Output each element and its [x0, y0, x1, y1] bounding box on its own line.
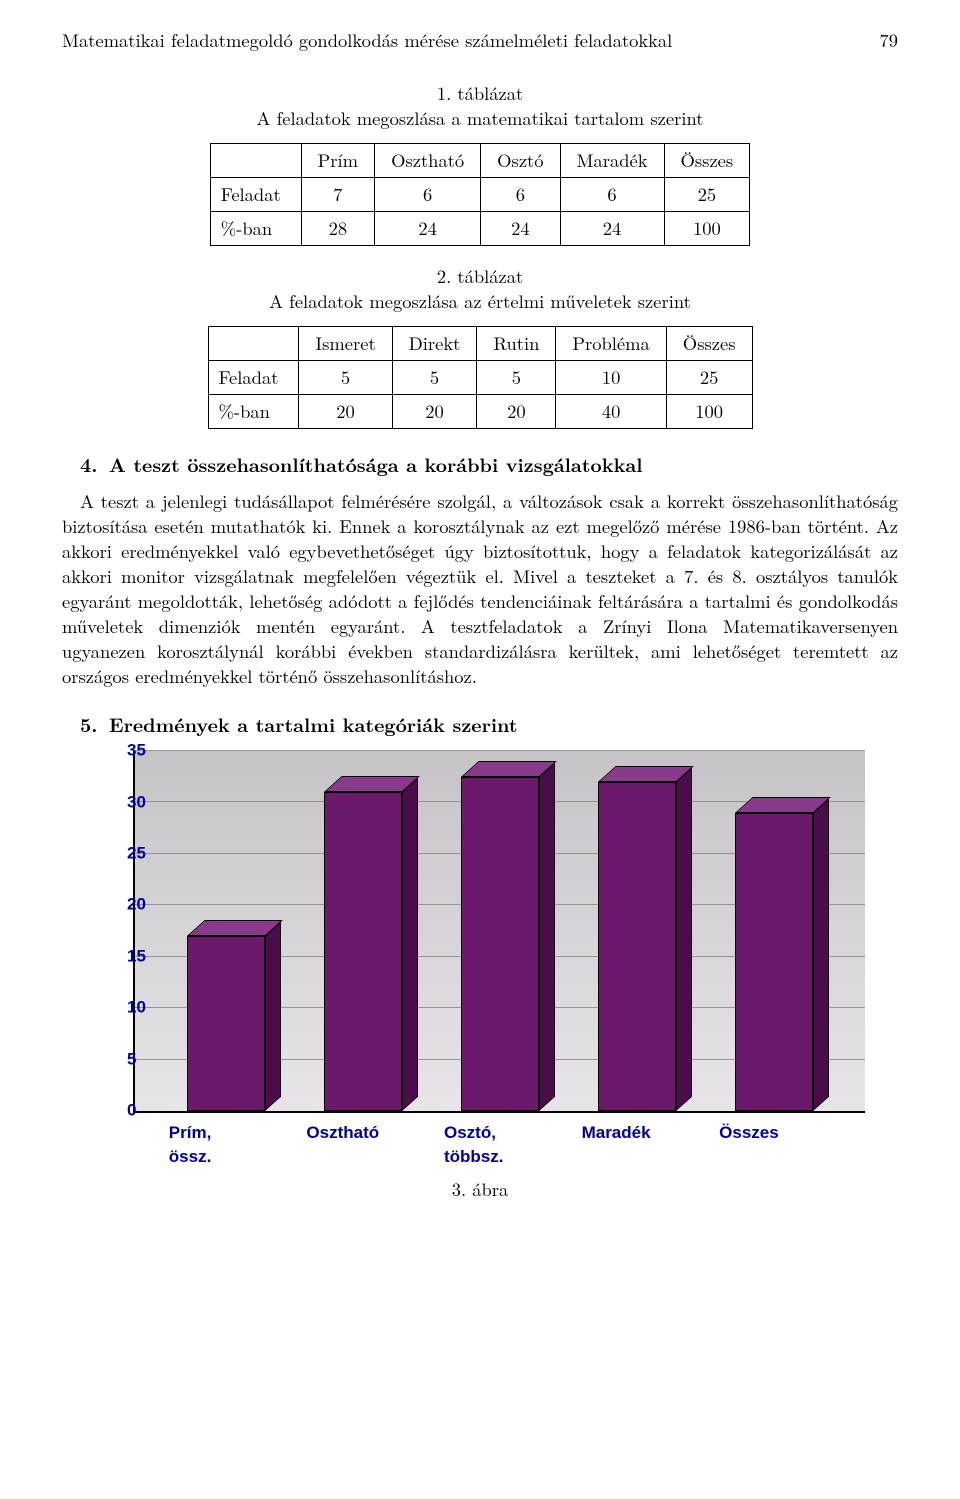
table-blank-header	[210, 143, 301, 177]
table-blank-header	[208, 326, 299, 360]
chart-bar-side	[676, 767, 692, 1111]
table-cell: 7	[301, 177, 374, 211]
chart-bar-front	[735, 813, 813, 1111]
table1: PrímOszthatóOsztóMaradékÖsszesFeladat766…	[210, 143, 750, 246]
figure-caption: 3. ábra	[95, 1177, 865, 1202]
table2-caption-num: 2. táblázat	[437, 263, 523, 289]
table-cell: 25	[666, 360, 752, 394]
chart-xlabel: Maradék	[582, 1121, 692, 1169]
chart-plot-area: 05101520253035	[133, 751, 865, 1113]
table-column-header: Prím	[301, 143, 374, 177]
chart-bar-front	[461, 777, 539, 1111]
chart-bar	[324, 792, 402, 1111]
table1-caption-text: A feladatok megoszlása a matematikai tar…	[257, 105, 704, 131]
table-cell: 24	[375, 211, 481, 245]
table-cell: 6	[481, 177, 560, 211]
table-column-header: Ismeret	[299, 326, 392, 360]
table-column-header: Direkt	[392, 326, 477, 360]
results-chart: 05101520253035 Prím, össz. Osztható Osztó,…	[95, 751, 865, 1202]
table-column-header: Rutin	[477, 326, 556, 360]
chart-bars	[135, 751, 865, 1111]
table-cell: 100	[666, 394, 752, 428]
table1-caption: 1. táblázat A feladatok megoszlása a mat…	[62, 81, 898, 131]
table2: IsmeretDirektRutinProblémaÖsszesFeladat5…	[208, 326, 753, 429]
chart-xlabels: Prím, össz. Osztható Osztó, többsz. Maradék…	[133, 1113, 865, 1169]
chart-bar-front	[598, 782, 676, 1111]
table-column-header: Összes	[664, 143, 750, 177]
chart-bar-side	[265, 922, 281, 1111]
chart-bar-front	[187, 936, 265, 1111]
table-cell: 10	[556, 360, 666, 394]
table-row-label: %-ban	[208, 394, 299, 428]
chart-xlabel: Prím, össz.	[169, 1121, 279, 1169]
section4-title: A teszt összehasonlíthatósága a korábbi …	[109, 450, 643, 478]
table-cell: 40	[556, 394, 666, 428]
chart-xlabel: Összes	[719, 1121, 829, 1169]
section4-paragraph: A teszt a jelenlegi tudásállapot felméré…	[62, 489, 898, 689]
table-cell: 6	[375, 177, 481, 211]
chart-bar	[187, 936, 265, 1111]
section5-title: Eredmények a tartalmi kategóriák szerint	[109, 710, 518, 738]
chart-bar	[461, 777, 539, 1111]
running-title: Matematikai feladatmegoldó gondolkodás m…	[62, 28, 672, 53]
table1-caption-num: 1. táblázat	[437, 80, 523, 106]
chart-xlabel: Osztó, többsz.	[444, 1121, 554, 1169]
table-row-label: %-ban	[210, 211, 301, 245]
chart-xlabel: Osztható	[306, 1121, 416, 1169]
table-cell: 5	[392, 360, 477, 394]
chart-bar-side	[539, 762, 555, 1111]
chart-bar	[735, 813, 813, 1111]
table-cell: 25	[664, 177, 750, 211]
chart-bar	[598, 782, 676, 1111]
chart-bar-front	[324, 792, 402, 1111]
section5-heading: 5. Eredmények a tartalmi kategóriák szer…	[62, 711, 898, 737]
table-column-header: Osztható	[375, 143, 481, 177]
table-cell: 20	[299, 394, 392, 428]
table-cell: 20	[477, 394, 556, 428]
table-cell: 28	[301, 211, 374, 245]
table-cell: 100	[664, 211, 750, 245]
table-cell: 5	[477, 360, 556, 394]
chart-bar-side	[813, 798, 829, 1111]
page-number: 79	[879, 28, 898, 53]
table-column-header: Probléma	[556, 326, 666, 360]
table2-caption: 2. táblázat A feladatok megoszlása az ér…	[62, 264, 898, 314]
section5-number: 5.	[80, 710, 97, 738]
running-header: Matematikai feladatmegoldó gondolkodás m…	[62, 28, 898, 53]
table-column-header: Összes	[666, 326, 752, 360]
table-column-header: Osztó	[481, 143, 560, 177]
table-cell: 6	[560, 177, 664, 211]
chart-bar-side	[402, 778, 418, 1111]
table-cell: 5	[299, 360, 392, 394]
section4-heading: 4. A teszt összehasonlíthatósága a koráb…	[62, 451, 898, 477]
table-cell: 24	[560, 211, 664, 245]
section4-number: 4.	[80, 450, 97, 478]
table2-caption-text: A feladatok megoszlása az értelmi művele…	[269, 288, 691, 314]
table-column-header: Maradék	[560, 143, 664, 177]
table-row-label: Feladat	[210, 177, 301, 211]
table-row-label: Feladat	[208, 360, 299, 394]
table-cell: 24	[481, 211, 560, 245]
table-cell: 20	[392, 394, 477, 428]
